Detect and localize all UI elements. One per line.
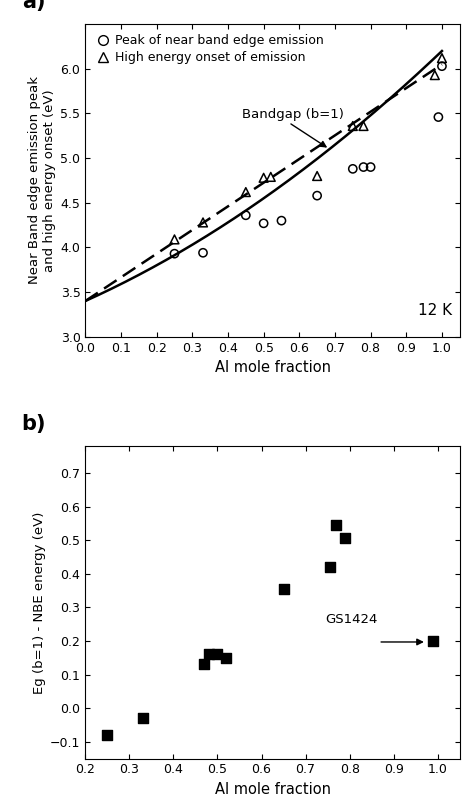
Point [333,519,340,532]
Point [280,583,287,596]
Point [103,729,111,742]
Point [260,217,267,230]
X-axis label: Al mole fraction: Al mole fraction [215,360,330,375]
Point [313,169,321,182]
Point [429,634,437,647]
Point [267,170,274,183]
Point [242,186,250,199]
Point [438,60,446,73]
Point [260,171,267,184]
Point [360,119,367,132]
Point [349,162,356,175]
Point [242,209,250,222]
X-axis label: Al mole fraction: Al mole fraction [215,782,330,797]
Point [214,648,221,661]
Text: a): a) [22,0,45,12]
Point [438,52,446,65]
Point [341,532,349,545]
Legend: Peak of near band edge emission, High energy onset of emission: Peak of near band edge emission, High en… [91,31,328,68]
Point [171,233,178,246]
Y-axis label: Near Band edge emission peak
and high energy onset (eV): Near Band edge emission peak and high en… [28,77,56,284]
Point [199,246,207,259]
Point [360,161,367,174]
Text: Bandgap (b=1): Bandgap (b=1) [242,107,344,120]
Point [278,214,285,227]
Point [435,111,442,123]
Y-axis label: Eg (b=1) - NBE energy (eV): Eg (b=1) - NBE energy (eV) [33,511,46,693]
Point [326,561,334,574]
Point [205,648,212,661]
Point [349,119,356,132]
Point [201,658,208,671]
Text: b): b) [22,413,46,433]
Point [171,247,178,260]
Point [313,189,321,202]
Point [139,712,146,725]
Point [367,161,374,174]
Point [431,69,438,82]
Text: GS1424: GS1424 [326,613,378,626]
Text: 12 K: 12 K [418,303,452,318]
Point [222,651,230,664]
Point [199,216,207,229]
